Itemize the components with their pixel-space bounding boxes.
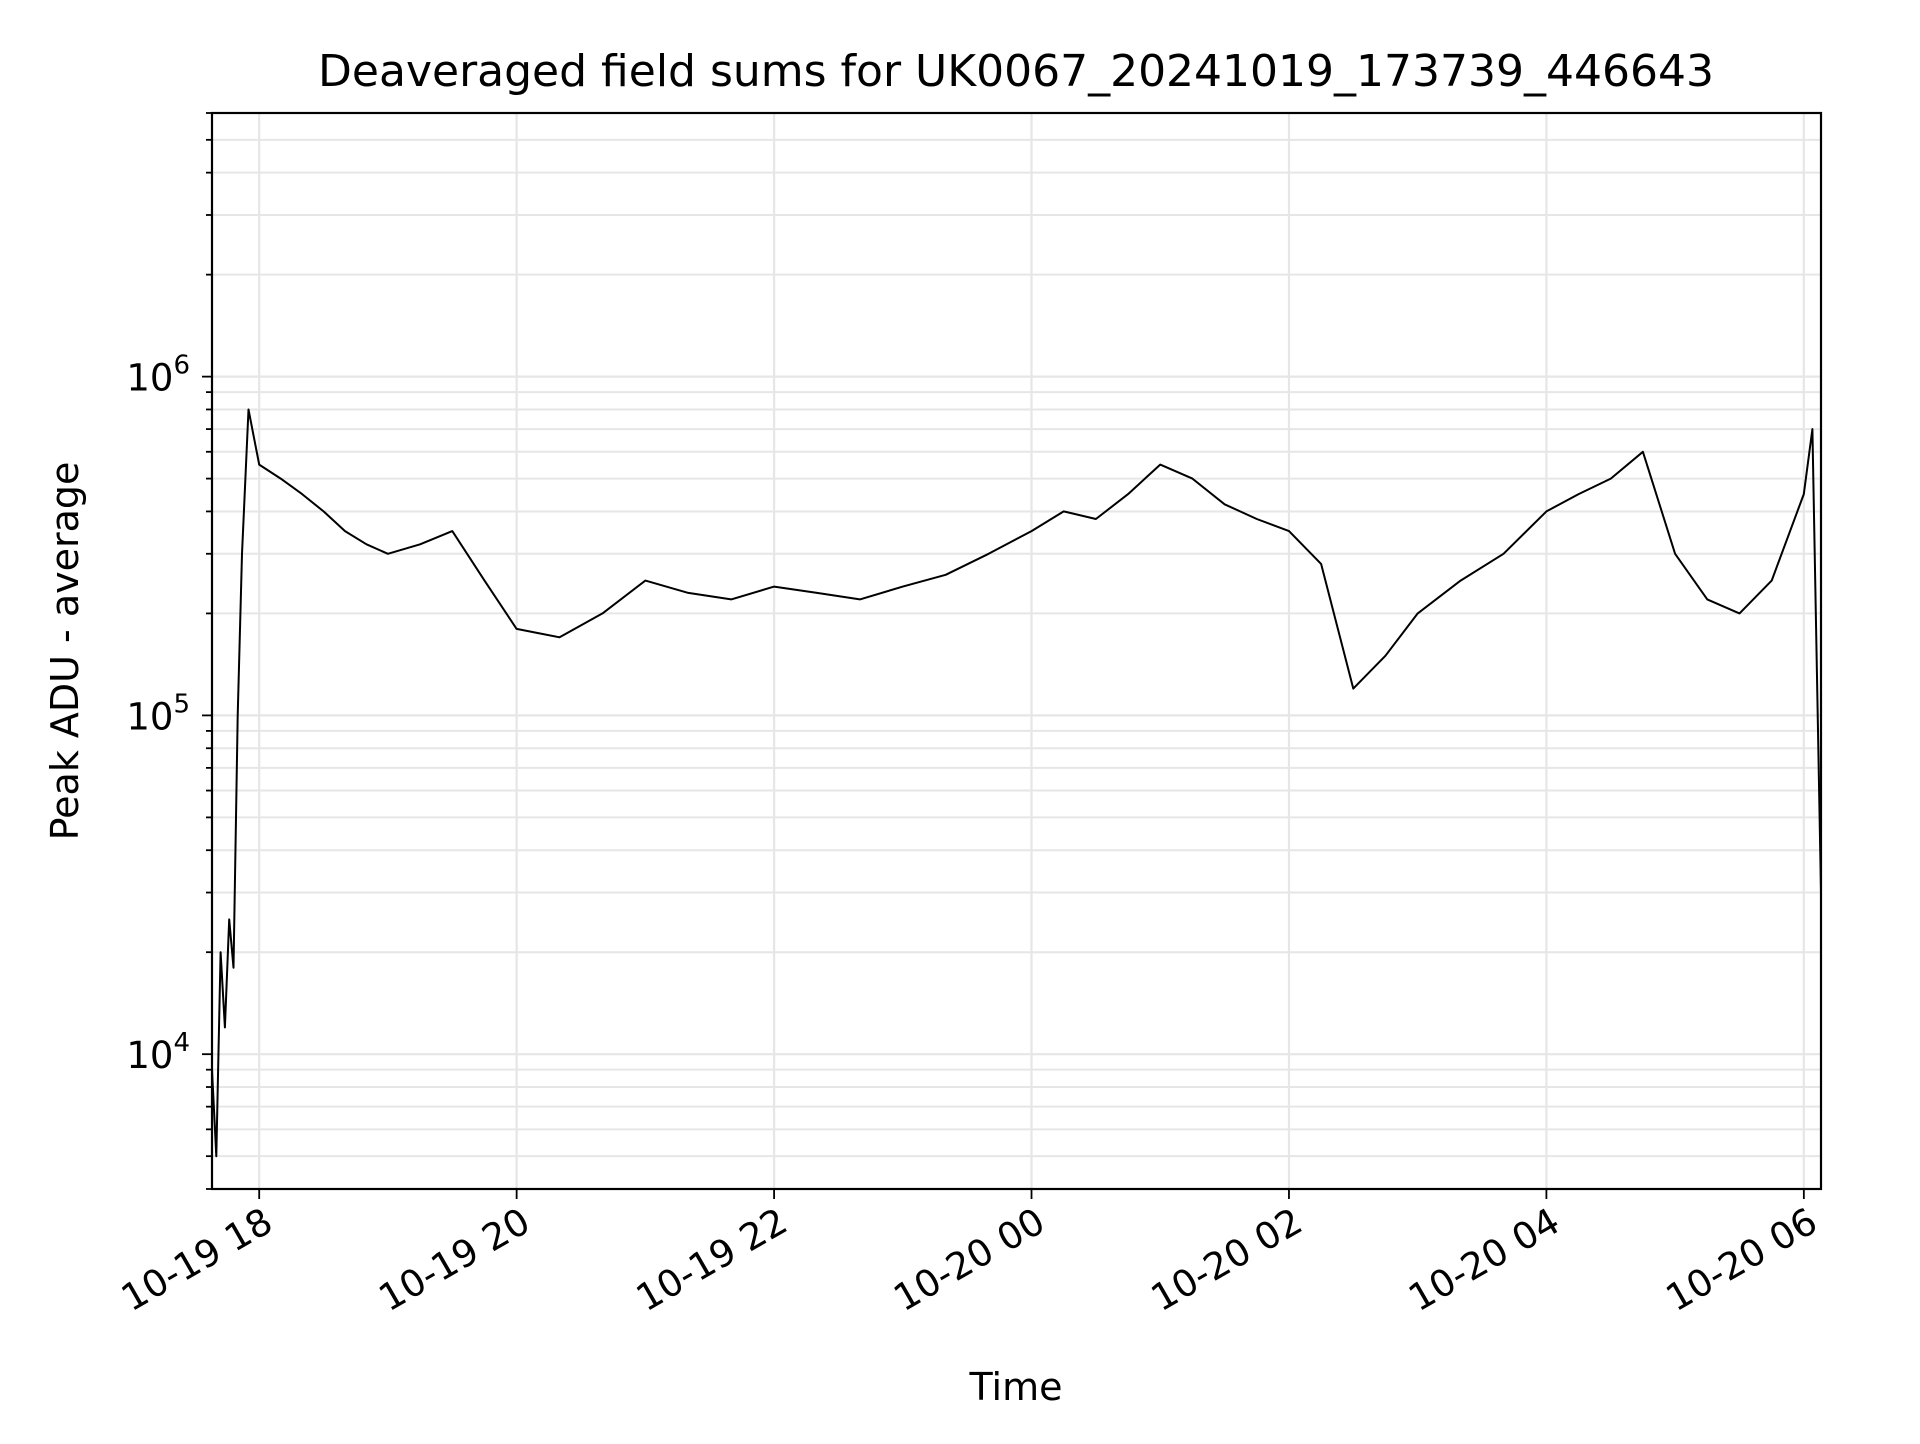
plot-frame [210,111,1823,1191]
x-axis-label: Time [969,1365,1063,1409]
chart-title: Deaveraged field sums for UK0067_2024101… [318,46,1714,97]
grid [212,112,1821,1190]
y-tick-label: 104 [126,1028,190,1077]
plot-area [211,408,1822,1158]
y-axis-label: Peak ADU - average [43,462,87,841]
y-tick-label: 105 [126,689,190,738]
series-line [211,408,1822,1158]
y-tick-label: 106 [126,351,190,400]
